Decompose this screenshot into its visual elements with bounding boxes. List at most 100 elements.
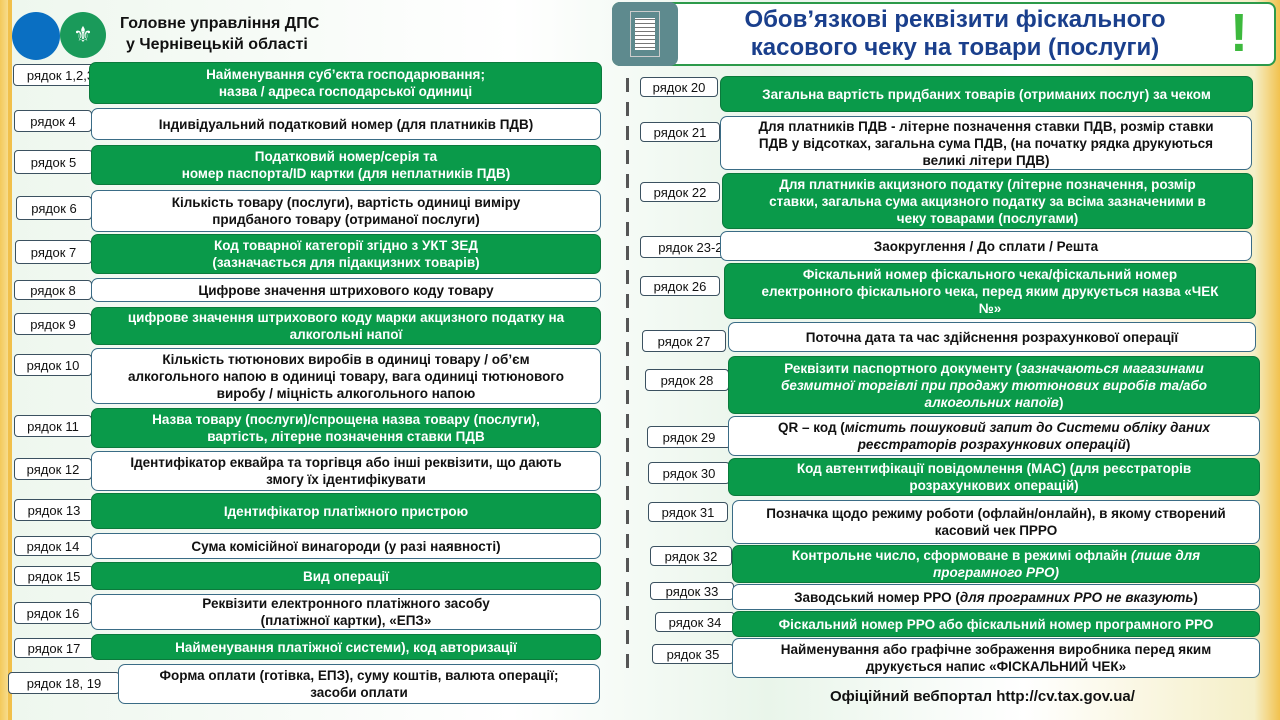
requisite-text-part: Позначка щодо режиму роботи (офлайн/онла… xyxy=(766,506,1226,538)
requisite-note: для програмних РРО не вказують xyxy=(959,589,1194,605)
requisite-text-part: Контрольне число, сформоване в режимі оф… xyxy=(791,548,1131,563)
requisite-text: Код автентифікації повідомлення (МАС) (д… xyxy=(797,460,1191,494)
requisite-text: Ідентифікатор еквайра та торгівця або ін… xyxy=(130,454,561,488)
requisite-text-part: Сума комісійної винагороди (у разі наявн… xyxy=(191,538,501,554)
trident-icon: ⚜ xyxy=(60,12,106,58)
requisite-text-part: Найменування суб’єкта господарювання; на… xyxy=(206,67,485,99)
requisite-text: Поточна дата та час здійснення розрахунк… xyxy=(806,329,1178,346)
row-label: рядок 11 xyxy=(14,415,92,437)
requisite-text-part: Форма оплати (готівка, ЕПЗ), суму коштів… xyxy=(159,668,559,700)
row-label: рядок 18, 19 xyxy=(8,672,120,694)
requisite-text: Кількість тютюнових виробів в одиниці то… xyxy=(128,351,564,402)
requisite-text: Для платників акцизного податку (літерне… xyxy=(769,176,1206,227)
requisite-text: Сума комісійної винагороди (у разі наявн… xyxy=(191,538,500,555)
requisite-text-part: Поточна дата та час здійснення розрахунк… xyxy=(805,329,1179,345)
requisite-text: QR – код (містить пошуковий запит до Сис… xyxy=(778,419,1210,453)
requisite-text-part: Код автентифікації повідомлення (МАС) (д… xyxy=(796,461,1192,493)
requisite-box: Кількість товару (послуги), вартість оди… xyxy=(91,190,601,232)
page-title: Обов’язкові реквізити фіскального касово… xyxy=(690,6,1220,62)
row-label: рядок 6 xyxy=(16,196,92,220)
requisite-text-part: ) xyxy=(1125,437,1131,452)
requisite-box: Реквізити електронного платіжного засобу… xyxy=(91,594,601,630)
exclamation-icon: ! xyxy=(1230,3,1248,63)
requisite-text: Загальна вартість придбаних товарів (отр… xyxy=(762,86,1211,103)
requisite-box: Цифрове значення штрихового коду товару xyxy=(91,278,601,302)
requisite-text: Для платників ПДВ - літерне позначення с… xyxy=(758,118,1213,169)
requisite-text-part: ) xyxy=(1058,394,1064,410)
row-label: рядок 12 xyxy=(14,458,92,480)
requisite-text-part: Вид операції xyxy=(303,568,389,584)
requisite-text: Податковий номер/серія та номер паспорта… xyxy=(182,148,511,182)
row-label: рядок 16 xyxy=(14,602,92,624)
requisite-text-part: Кількість тютюнових виробів в одиниці то… xyxy=(127,351,565,401)
requisite-box: Ідентифікатор платіжного пристрою xyxy=(91,493,601,529)
requisite-box: Форма оплати (готівка, ЕПЗ), суму коштів… xyxy=(118,664,600,704)
row-label: рядок 33 xyxy=(650,582,734,600)
requisite-box: Кількість тютюнових виробів в одиниці то… xyxy=(91,348,601,404)
requisite-box: Реквізити паспортного документу (зазнача… xyxy=(728,356,1260,414)
row-label: рядок 14 xyxy=(14,536,92,556)
requisite-box: цифрове значення штрихового коду марки а… xyxy=(91,307,601,345)
row-label: рядок 4 xyxy=(14,110,92,132)
receipt-icon xyxy=(612,2,678,66)
row-label: рядок 15 xyxy=(14,566,94,586)
requisite-box: Індивідуальний податковий номер (для пла… xyxy=(91,108,601,140)
requisite-note: (лише для програмного РРО) xyxy=(933,548,1201,580)
org-line-1: Головне управління ДПС xyxy=(120,15,320,32)
requisite-text-part: Реквізити електронного платіжного засобу… xyxy=(202,596,490,628)
requisite-text-part: Цифрове значення штрихового коду товару xyxy=(198,282,494,298)
requisite-text: Найменування платіжної системи), код авт… xyxy=(175,639,517,656)
requisite-box: Загальна вартість придбаних товарів (отр… xyxy=(720,76,1253,112)
requisite-box: Вид операції xyxy=(91,562,601,590)
requisite-text: Кількість товару (послуги), вартість оди… xyxy=(172,194,521,228)
requisite-box: Ідентифікатор еквайра та торгівця або ін… xyxy=(91,451,601,491)
requisite-box: Найменування суб’єкта господарювання; на… xyxy=(89,62,602,104)
requisite-text: Контрольне число, сформоване в режимі оф… xyxy=(792,547,1200,581)
requisite-box: Позначка щодо режиму роботи (офлайн/онла… xyxy=(732,500,1260,544)
requisite-text-part: QR – код ( xyxy=(778,420,845,435)
requisite-text-part: Заводський номер РРО ( xyxy=(794,589,960,605)
requisite-text-part: Заокруглення / До сплати / Решта xyxy=(873,238,1099,254)
dashed-divider xyxy=(626,78,629,678)
requisite-text: Назва товару (послуги)/спрощена назва то… xyxy=(152,411,540,445)
requisite-text: Форма оплати (готівка, ЕПЗ), суму коштів… xyxy=(160,667,559,701)
requisite-text-part: Ідентифікатор еквайра та торгівця або ін… xyxy=(130,455,562,487)
row-label: рядок 29 xyxy=(647,426,731,448)
requisite-text-part: Податковий номер/серія та номер паспорта… xyxy=(181,149,511,181)
requisite-text-part: Кількість товару (послуги), вартість оди… xyxy=(171,195,521,227)
row-label: рядок 20 xyxy=(640,77,718,97)
requisite-box: Код товарної категорії згідно з УКТ ЗЕД … xyxy=(91,234,601,274)
requisite-box: Податковий номер/серія та номер паспорта… xyxy=(91,145,601,185)
requisite-text-part: Код товарної категорії згідно з УКТ ЗЕД … xyxy=(212,238,480,270)
row-label: рядок 31 xyxy=(648,502,728,522)
row-label: рядок 10 xyxy=(14,354,92,376)
requisite-box: Фіскальний номер РРО або фіскальний номе… xyxy=(732,611,1260,637)
requisite-box: Найменування або графічне зображення вир… xyxy=(732,638,1260,678)
footer-portal-link[interactable]: Офіційний вебпортал http://cv.tax.gov.ua… xyxy=(830,688,1135,705)
requisite-text-part: Реквізити паспортного документу ( xyxy=(784,360,1021,376)
row-label: рядок 8 xyxy=(14,280,92,300)
requisite-text: цифрове значення штрихового коду марки а… xyxy=(128,309,564,343)
org-line-2: у Чернівецькій області xyxy=(126,36,308,53)
row-label: рядок 26 xyxy=(640,276,720,296)
requisite-text: Вид операції xyxy=(303,568,389,585)
requisite-text-part: Назва товару (послуги)/спрощена назва то… xyxy=(152,412,540,444)
requisite-box: Для платників акцизного податку (літерне… xyxy=(722,173,1253,229)
requisite-box: Заокруглення / До сплати / Решта xyxy=(720,231,1252,261)
requisite-text: Цифрове значення штрихового коду товару xyxy=(198,282,493,299)
requisite-text: Заокруглення / До сплати / Решта xyxy=(874,238,1098,255)
requisite-box: QR – код (містить пошуковий запит до Сис… xyxy=(728,416,1260,456)
requisite-text-part: Для платників акцизного податку (літерне… xyxy=(769,176,1206,226)
requisite-box: Поточна дата та час здійснення розрахунк… xyxy=(728,322,1256,352)
requisite-box: Назва товару (послуги)/спрощена назва то… xyxy=(91,408,601,448)
requisite-text: Позначка щодо режиму роботи (офлайн/онла… xyxy=(766,505,1226,539)
requisite-text: Фіскальний номер фіскального чека/фіскал… xyxy=(762,266,1219,317)
row-label: рядок 32 xyxy=(650,546,732,566)
row-label: рядок 17 xyxy=(14,638,94,658)
row-label: рядок 27 xyxy=(642,330,726,352)
requisite-text: Ідентифікатор платіжного пристрою xyxy=(224,503,468,520)
requisite-text: Реквізити електронного платіжного засобу… xyxy=(202,595,489,629)
row-label: рядок 22 xyxy=(640,182,720,202)
row-label: рядок 21 xyxy=(640,122,720,142)
requisite-text-part: Фіскальний номер фіскального чека/фіскал… xyxy=(761,266,1219,316)
